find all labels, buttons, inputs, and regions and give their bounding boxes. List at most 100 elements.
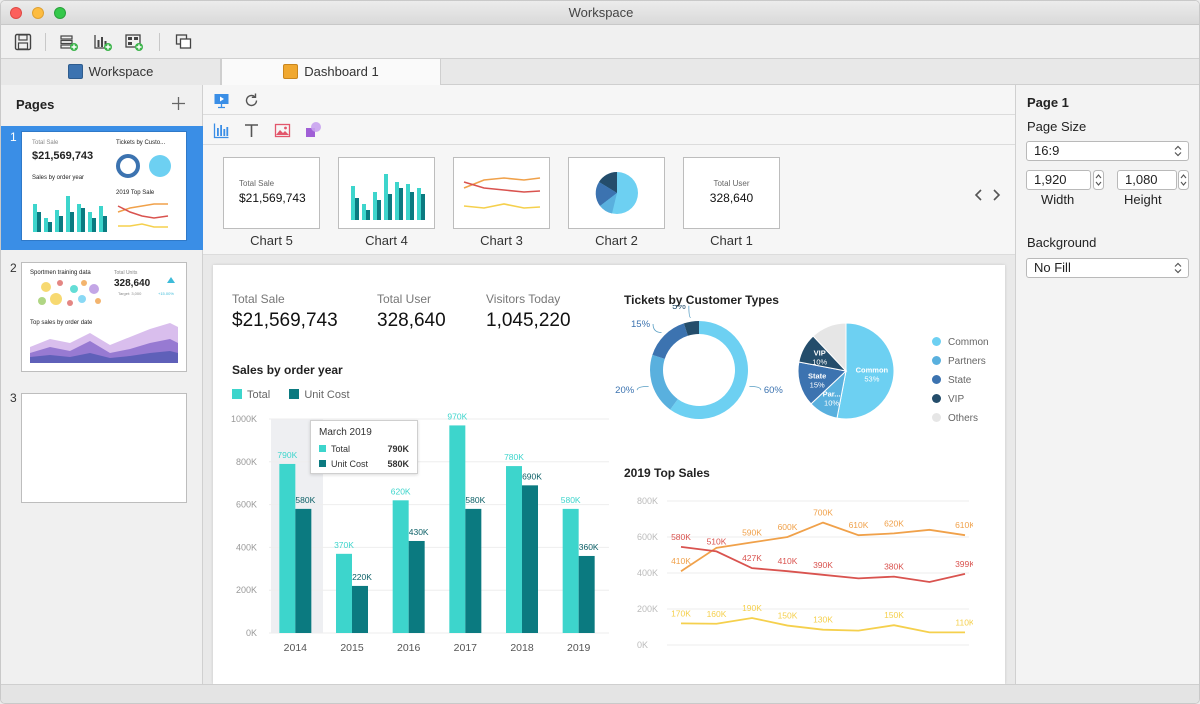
- page-1-thumbnail[interactable]: Total Sale $21,569,743 Tickets by Custo.…: [21, 131, 187, 241]
- legend-label: Common: [948, 337, 989, 348]
- legend-dot: [932, 394, 941, 403]
- bar-unit-cost[interactable]: [578, 555, 595, 633]
- legend-entry[interactable]: State: [932, 371, 989, 390]
- insert-image-icon[interactable]: [274, 122, 291, 139]
- zoom-window-button[interactable]: [54, 7, 66, 19]
- line-series[interactable]: [680, 617, 965, 634]
- page-2-thumbnail[interactable]: Sportmen training data Total Units 328,6…: [21, 262, 187, 372]
- bar-unit-cost-label: 360K: [579, 542, 599, 552]
- y-tick-label: 200K: [637, 604, 658, 614]
- line-point-label: 610K: [955, 520, 973, 530]
- donut-slice[interactable]: [683, 321, 699, 336]
- properties-page-title: Page 1: [1027, 95, 1069, 110]
- line-point-label: 390K: [813, 560, 833, 570]
- thumb-top-label: 2019 Top Sale: [116, 190, 155, 196]
- bar-unit-cost-label: 430K: [409, 527, 429, 537]
- gallery-card-chart-1[interactable]: Total User 328,640: [683, 157, 780, 229]
- tab-workspace[interactable]: Workspace: [1, 59, 221, 85]
- gallery-card-chart-2[interactable]: [568, 157, 665, 229]
- line-point-label: 150K: [884, 610, 904, 620]
- pie-slice-label: State: [808, 371, 826, 380]
- tickets-pie-charts[interactable]: 60%20%15%5%Common53%Par...10%State15%VIP…: [593, 305, 913, 445]
- insert-text-icon[interactable]: [243, 122, 260, 139]
- height-input[interactable]: 1,080: [1117, 170, 1177, 190]
- close-window-button[interactable]: [10, 7, 22, 19]
- y-tick-label: 0K: [637, 640, 648, 650]
- donut-slice[interactable]: [652, 323, 688, 359]
- add-chart-icon[interactable]: [93, 32, 113, 52]
- legend-entry[interactable]: VIP: [932, 390, 989, 409]
- gallery-card-chart-3[interactable]: [453, 157, 550, 229]
- thumb-units-value: 328,640: [114, 278, 151, 289]
- insert-chart-icon[interactable]: [213, 122, 230, 139]
- toolbar-divider: [45, 33, 46, 51]
- thumb-target-label: Target: 3,000: [118, 291, 142, 296]
- dashboard-canvas[interactable]: Total Sale $21,569,743 Total User 328,64…: [213, 265, 1005, 684]
- thumb-units-label: Total Units: [114, 270, 138, 276]
- chevron-right-icon[interactable]: [993, 189, 1001, 201]
- donut-slice-label: 5%: [672, 305, 686, 312]
- bar-total[interactable]: [279, 463, 296, 633]
- donut-slice[interactable]: [650, 354, 678, 410]
- y-tick-label: 600K: [236, 500, 257, 510]
- add-datasource-icon[interactable]: [59, 32, 79, 52]
- legend-entry[interactable]: Common: [932, 333, 989, 352]
- line-point-label: 380K: [884, 562, 904, 572]
- line-point-label: 190K: [742, 603, 762, 613]
- bar-total[interactable]: [449, 425, 466, 633]
- tooltip-unit-cost-value: 580K: [387, 459, 409, 469]
- donut-slice[interactable]: [670, 321, 748, 419]
- bar-total[interactable]: [506, 466, 522, 633]
- pie-slice-label: Common: [856, 365, 889, 374]
- pie-slice[interactable]: [812, 322, 847, 373]
- gallery-label-chart-4: Chart 4: [365, 233, 408, 248]
- line-point-label: 700K: [813, 508, 833, 518]
- x-tick-label: 2019: [567, 642, 591, 654]
- toolbar-divider: [159, 33, 160, 51]
- thumb-tickets-label: Tickets by Custo...: [116, 140, 166, 146]
- pages-title: Pages: [16, 97, 55, 112]
- legend-entry[interactable]: Others: [932, 409, 989, 428]
- legend-entry[interactable]: Partners: [932, 352, 989, 371]
- gallery-card-chart-5[interactable]: Total Sale $21,569,743: [223, 157, 320, 229]
- top-sales-line-chart[interactable]: 0K 200K 400K 600K 800K 410K 590K 600K 700K 610K 62…: [613, 487, 973, 657]
- save-icon[interactable]: [13, 32, 33, 52]
- bar-total[interactable]: [392, 500, 409, 633]
- minimize-window-button[interactable]: [32, 7, 44, 19]
- y-tick-label: 800K: [236, 457, 257, 467]
- page-3-thumbnail[interactable]: [21, 393, 187, 503]
- tab-dashboard-1[interactable]: Dashboard 1: [221, 59, 441, 85]
- pie-slice[interactable]: [836, 322, 895, 420]
- gallery-label-chart-2: Chart 2: [595, 233, 638, 248]
- pie-slice-label: Par...: [823, 389, 841, 398]
- width-stepper[interactable]: [1093, 170, 1104, 190]
- width-input[interactable]: 1,920: [1026, 170, 1091, 190]
- background-select[interactable]: No Fill: [1026, 258, 1189, 278]
- sales-bar-chart[interactable]: 0K 200K 400K 600K 800K 1000K 790K 580K 2014 370K 2…: [213, 405, 623, 665]
- chart-tooltip: March 2019 Total 790K Unit Cost 580K: [310, 420, 418, 474]
- y-tick-label: 800K: [637, 496, 658, 506]
- add-dashboard-icon[interactable]: [124, 32, 144, 52]
- bar-total[interactable]: [336, 553, 352, 633]
- height-stepper[interactable]: [1178, 170, 1189, 190]
- bar-unit-cost[interactable]: [295, 508, 312, 633]
- insert-shape-icon[interactable]: [304, 121, 323, 140]
- kpi-visitors-label: Visitors Today: [486, 292, 561, 306]
- line-series[interactable]: [680, 521, 966, 572]
- bar-total[interactable]: [562, 508, 579, 633]
- window-icon[interactable]: [174, 32, 194, 52]
- refresh-icon[interactable]: [243, 92, 260, 109]
- page-size-select[interactable]: 16:9: [1026, 141, 1189, 161]
- bar-unit-cost[interactable]: [465, 508, 482, 633]
- pie-slice-pct: 10%: [824, 398, 839, 407]
- chevron-left-icon[interactable]: [974, 189, 982, 201]
- line-series[interactable]: [680, 546, 966, 583]
- bar-unit-cost[interactable]: [408, 540, 425, 633]
- gallery-kpi-value: $21,569,743: [239, 191, 306, 205]
- gallery-pie-preview: [595, 171, 638, 214]
- bar-unit-cost[interactable]: [522, 485, 538, 633]
- gallery-card-chart-4[interactable]: [338, 157, 435, 229]
- preview-icon[interactable]: [213, 92, 230, 109]
- add-page-icon[interactable]: [171, 96, 186, 111]
- bar-unit-cost[interactable]: [352, 585, 368, 633]
